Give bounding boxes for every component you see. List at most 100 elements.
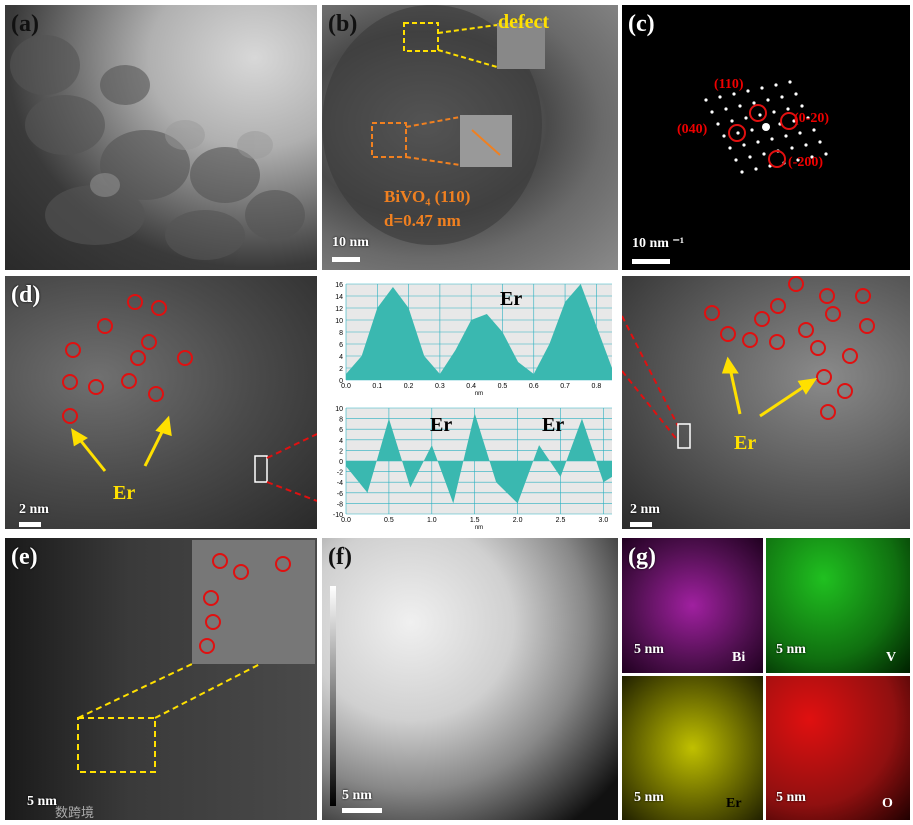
x-tick-label: 1.0 (427, 517, 437, 524)
fft-spot (744, 116, 748, 120)
panel-b-scale-label: 10 nm (332, 235, 369, 250)
map-v-scale: 5 nm (776, 642, 806, 657)
spot-200: (-200) (788, 155, 823, 170)
x-tick-label: 2.0 (513, 517, 523, 524)
map-er: 5 nm Er (622, 676, 763, 820)
fft-spot (792, 119, 796, 123)
y-tick-label: -8 (337, 501, 343, 508)
fft-spot (812, 128, 816, 132)
fft-spot (728, 146, 732, 150)
fft-spot (762, 152, 766, 156)
x-tick-label: 0.0 (341, 517, 351, 524)
hrtem-er-zoom-image (622, 276, 875, 449)
particles-image (10, 35, 305, 260)
map-o: 5 nm O (766, 676, 910, 820)
y-tick-label: 6 (339, 342, 343, 349)
y-tick-label: 2 (339, 448, 343, 455)
y-tick-label: 8 (339, 330, 343, 337)
y-tick-label: -6 (337, 491, 343, 498)
panel-a-label: (a) (11, 11, 39, 37)
fft-spot (748, 155, 752, 159)
panel-c-scale-label: 10 nm ⁻¹ (632, 236, 685, 251)
profile-bottom: -10 -8 -6 -4 -2 0 2 4 6 8 10 0.0 0.5 1.0 1.5 2.0 2.5 3.0 n… (320, 402, 618, 530)
er-annotation-bottom-2: Er (542, 414, 565, 436)
x-tick-label: 3.0 (599, 517, 609, 524)
fft-spot (766, 98, 770, 102)
spot-040: (040) (677, 122, 708, 137)
profile-bottom-chart: -10 -8 -6 -4 -2 0 2 4 6 8 10 0.0 0.5 1.0 1.5 2.0 2.5 3.0 n… (333, 406, 612, 530)
y-tick-label: -10 (333, 512, 343, 519)
fft-spot (810, 155, 814, 159)
x-tick-label: 0.1 (372, 383, 382, 390)
panel-d-scale-label: 2 nm (19, 502, 49, 517)
phase-label: BiVO₄ (110) (384, 187, 471, 206)
profile-top-chart: 0 2 4 6 8 10 12 14 16 0.0 0.1 0.2 0.3 0.4 0.5 0.6 0.7 0.8… (335, 282, 612, 396)
fft-spot (730, 119, 734, 123)
hrtem-er-image (62, 294, 317, 502)
er-annotation-top: Er (500, 288, 523, 310)
map-er-scale: 5 nm (634, 790, 664, 805)
map-bi: 5 nm Bi (622, 538, 763, 673)
map-er-element: Er (726, 796, 742, 811)
y-tick-label: 12 (335, 306, 343, 313)
fft-spot (758, 113, 762, 117)
y-tick-label: -4 (337, 480, 343, 487)
dspacing-label: d=0.47 nm (384, 211, 461, 230)
fft-spot (734, 158, 738, 162)
panel-d-right: Er 2 nm (622, 276, 910, 529)
fft-spot (824, 152, 828, 156)
x-tick-label: 0.0 (341, 383, 351, 390)
spot-0-20: (0-20) (794, 111, 829, 126)
fft-spot (704, 98, 708, 102)
spot-110: (110) (714, 77, 744, 92)
stem-image (77, 540, 315, 773)
fft-spot (806, 116, 810, 120)
er-label-d-right: Er (734, 432, 757, 454)
panel-b-label: (b) (328, 11, 358, 37)
intensity-bar (330, 586, 336, 806)
fft-spot (784, 134, 788, 138)
fft-spot (818, 140, 822, 144)
panel-f-scale-label: 5 nm (342, 788, 372, 803)
fft-spot (732, 92, 736, 96)
panel-d-label: (d) (11, 282, 41, 308)
fft-spot (740, 170, 744, 174)
fft-spot (754, 167, 758, 171)
fft-pattern (704, 80, 828, 174)
panel-c-label: (c) (628, 11, 655, 37)
x-tick-label: 0.3 (435, 383, 445, 390)
map-o-element: O (882, 796, 893, 811)
x-tick-label: 2.5 (556, 517, 566, 524)
fft-spot (774, 83, 778, 87)
panel-f: (f) 5 nm (322, 538, 618, 820)
watermark: 数跨境 (55, 806, 95, 820)
map-v: 5 nm V (766, 538, 910, 673)
fft-spot (762, 123, 770, 131)
fft-spot (716, 122, 720, 126)
y-tick-label: 2 (339, 366, 343, 373)
fft-spot (722, 134, 726, 138)
profile-area (346, 284, 612, 380)
x-axis-label: nm (475, 391, 483, 396)
panel-e-scale-label: 5 nm (27, 794, 57, 809)
fft-spot (798, 131, 802, 135)
y-tick-label: -2 (337, 470, 343, 477)
panel-f-label: (f) (328, 544, 352, 570)
x-tick-label: 0.8 (591, 383, 601, 390)
hrtem-image (322, 5, 545, 245)
defect-inset (497, 23, 545, 69)
y-tick-label: 16 (335, 282, 343, 289)
lattice-box (371, 122, 407, 158)
fft-spot (724, 107, 728, 111)
map-o-scale: 5 nm (776, 790, 806, 805)
x-tick-label: 0.4 (466, 383, 476, 390)
panel-b: (b) defect BiVO₄ (110) d=0.47 nm 10 nm (322, 5, 618, 270)
map-bi-element: Bi (732, 650, 746, 665)
er-label-d: Er (113, 482, 136, 504)
defect-box (403, 22, 439, 52)
fft-spot (718, 95, 722, 99)
fft-spot (770, 137, 774, 141)
x-tick-label: 0.6 (529, 383, 539, 390)
panel-c-scale-bar (632, 259, 670, 264)
y-tick-label: 0 (339, 378, 343, 385)
